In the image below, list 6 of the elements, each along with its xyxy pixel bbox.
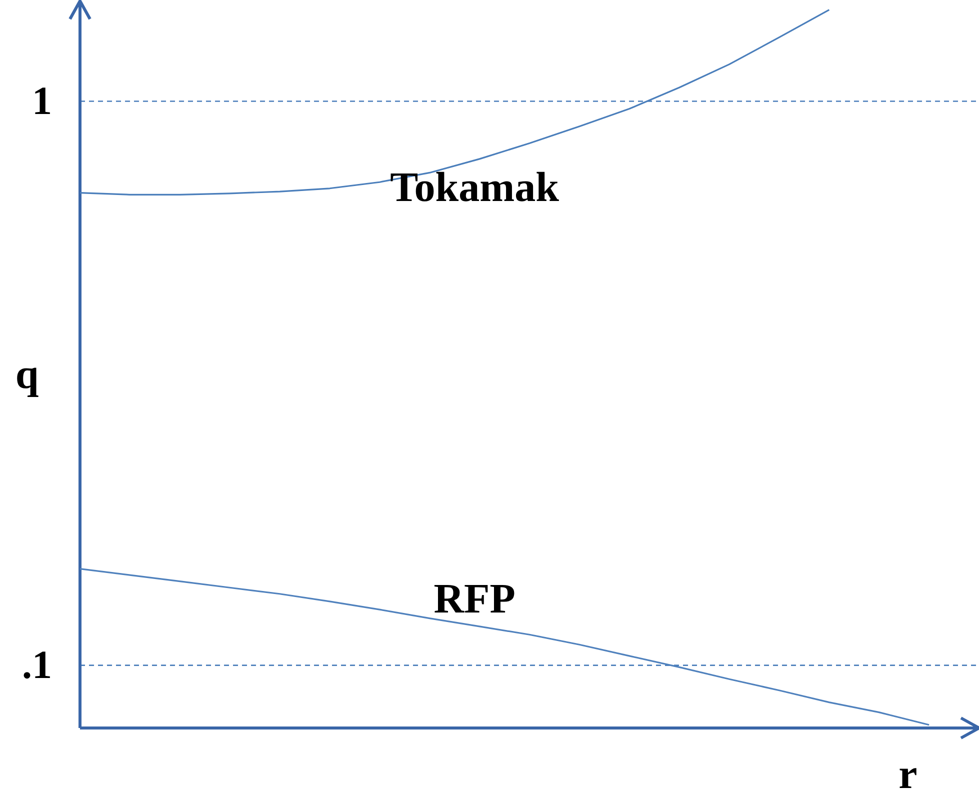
- y-tick-label: 1: [32, 78, 52, 124]
- text: r: [898, 752, 918, 793]
- y-tick-label: .1: [22, 642, 52, 688]
- y-axis-title: q: [15, 352, 39, 398]
- series-label: RFP: [434, 576, 516, 622]
- series-label: Tokamak: [390, 164, 560, 211]
